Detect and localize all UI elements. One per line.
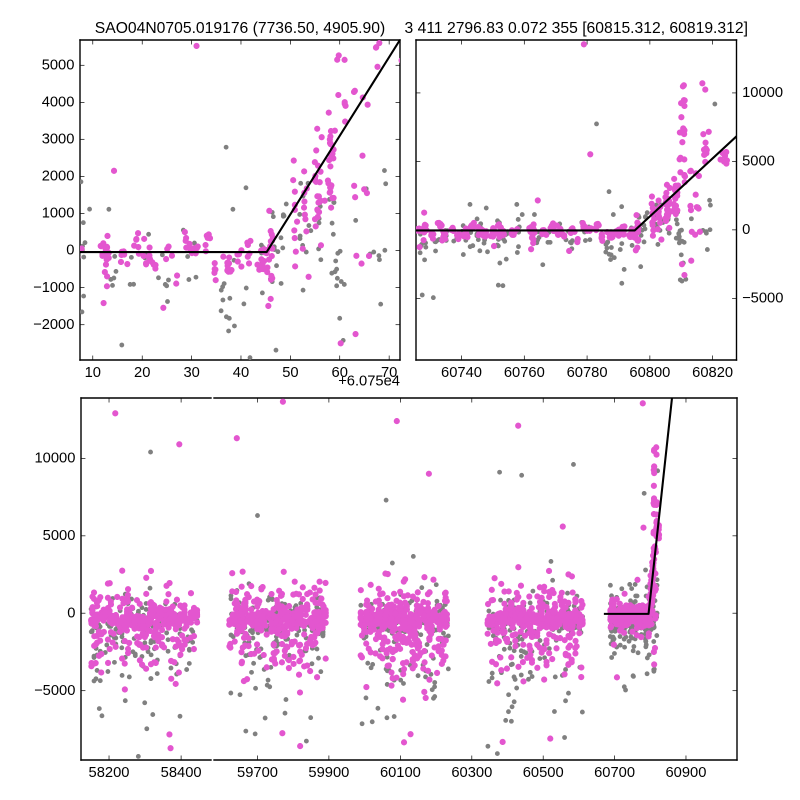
svg-text:5000: 5000: [43, 528, 76, 544]
svg-text:60300: 60300: [451, 765, 492, 781]
svg-text:60100: 60100: [380, 765, 421, 781]
svg-text:0: 0: [742, 222, 750, 238]
svg-text:10000: 10000: [742, 85, 783, 101]
svg-text:1000: 1000: [42, 206, 75, 222]
svg-text:−5000: −5000: [34, 683, 75, 699]
svg-text:60: 60: [332, 365, 348, 381]
svg-text:3000: 3000: [42, 131, 75, 147]
svg-text:60900: 60900: [666, 765, 707, 781]
svg-text:60740: 60740: [441, 365, 482, 381]
svg-text:10000: 10000: [34, 450, 75, 466]
svg-text:5000: 5000: [42, 57, 75, 73]
svg-text:20: 20: [134, 365, 150, 381]
svg-text:70: 70: [381, 365, 397, 381]
svg-text:60820: 60820: [692, 365, 733, 381]
svg-text:−2000: −2000: [33, 317, 74, 333]
svg-text:60500: 60500: [523, 765, 564, 781]
svg-text:60760: 60760: [504, 365, 545, 381]
svg-text:58200: 58200: [89, 765, 130, 781]
svg-text:4000: 4000: [42, 94, 75, 110]
svg-text:40: 40: [233, 365, 249, 381]
svg-text:−5000: −5000: [742, 290, 783, 306]
svg-text:0: 0: [66, 243, 74, 259]
svg-text:60800: 60800: [629, 365, 670, 381]
svg-text:59700: 59700: [237, 765, 278, 781]
svg-text:−1000: −1000: [33, 280, 74, 296]
svg-text:SAO04N0705.019176 (7736.50, 49: SAO04N0705.019176 (7736.50, 4905.90): [95, 20, 385, 37]
svg-text:10: 10: [85, 365, 101, 381]
svg-text:0: 0: [67, 605, 75, 621]
svg-text:50: 50: [282, 365, 298, 381]
svg-text:+6.075e4: +6.075e4: [338, 374, 400, 390]
svg-text:30: 30: [183, 365, 199, 381]
svg-text:5000: 5000: [742, 153, 775, 169]
svg-text:60700: 60700: [594, 765, 635, 781]
svg-text:59900: 59900: [308, 765, 349, 781]
svg-text:2000: 2000: [42, 169, 75, 185]
svg-text:3 411 2796.83 0.072 355 [60815: 3 411 2796.83 0.072 355 [60815.312, 6081…: [405, 20, 748, 37]
svg-text:58400: 58400: [161, 765, 202, 781]
svg-text:60780: 60780: [567, 365, 608, 381]
